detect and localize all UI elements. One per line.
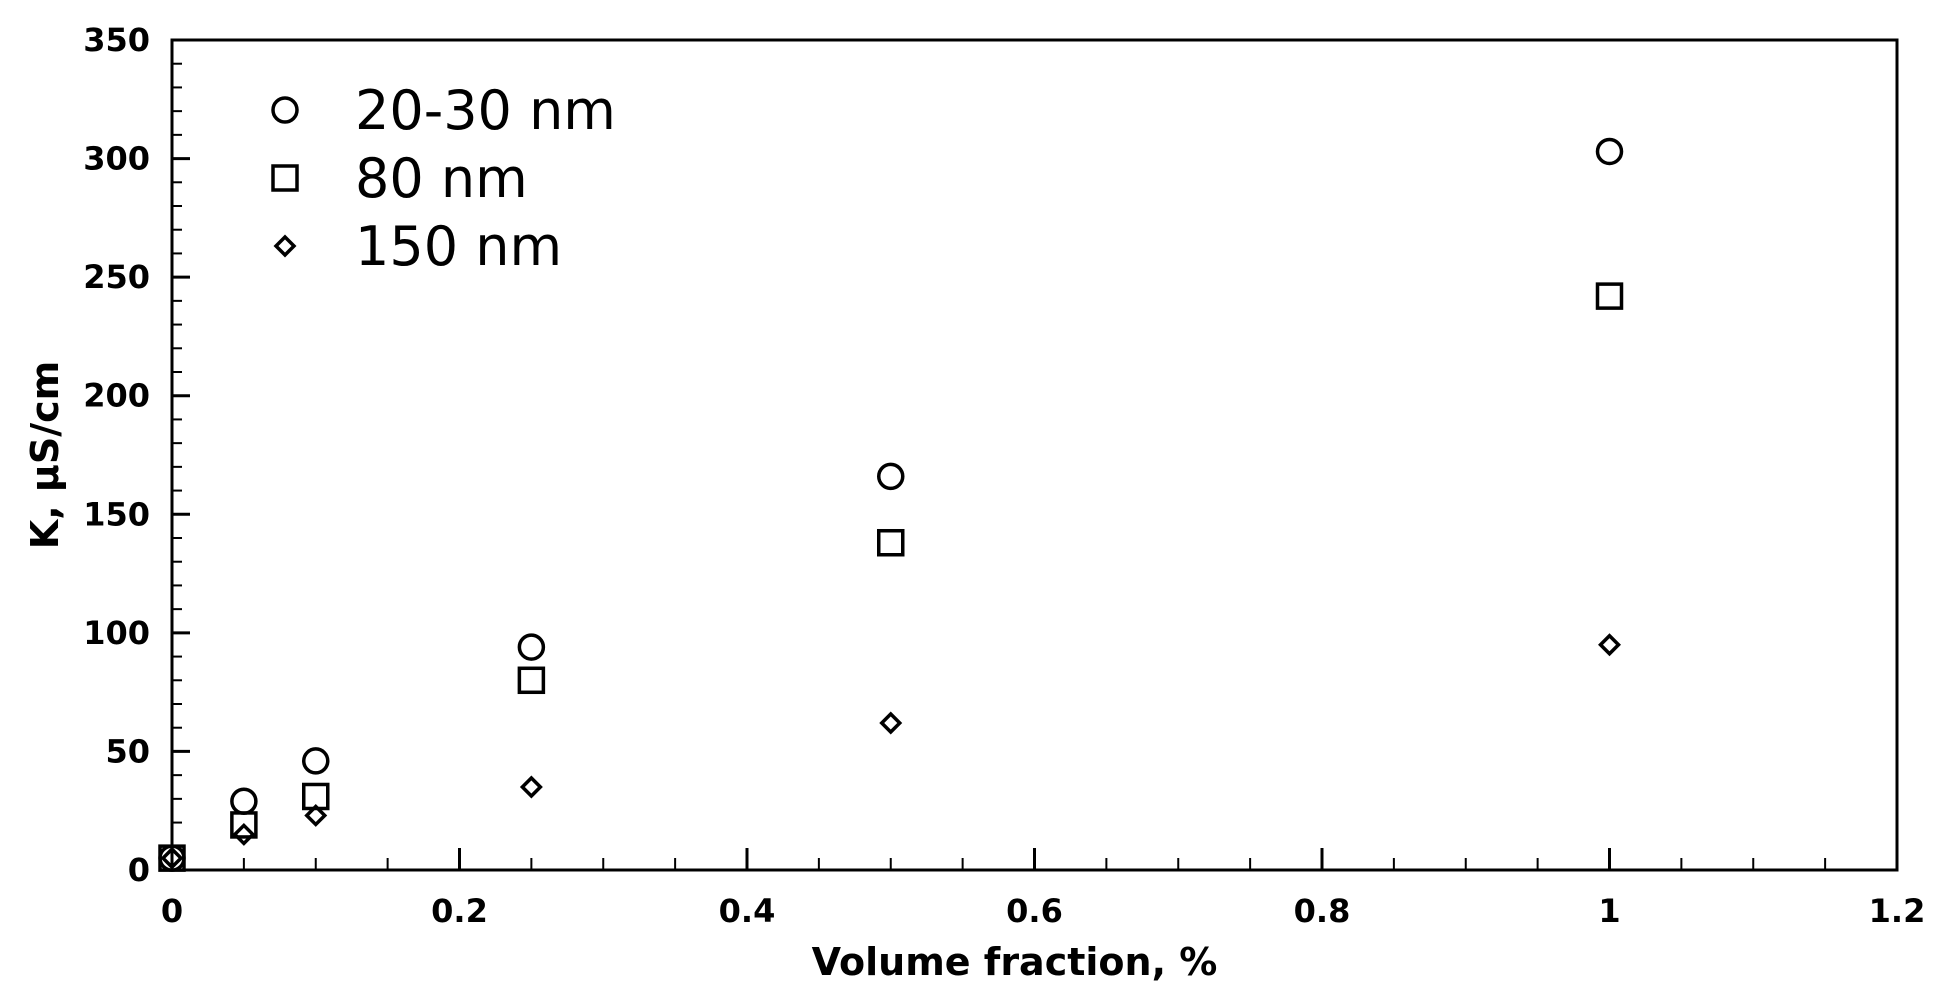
data-point-diamond	[232, 822, 256, 846]
legend-marker-diamond	[273, 234, 297, 258]
data-point-circle	[302, 747, 330, 775]
x-tick-label: 1.2	[1869, 892, 1926, 930]
y-tick-label: 350	[83, 21, 150, 59]
x-tick-label: 0.8	[1294, 892, 1351, 930]
data-point-diamond	[879, 711, 903, 735]
y-tick-label: 200	[83, 377, 150, 415]
data-point-diamond	[160, 846, 184, 870]
y-tick-label: 50	[105, 732, 150, 770]
legend-marker-square	[271, 164, 299, 192]
data-point-diamond	[1598, 633, 1621, 657]
y-tick-label: 100	[83, 614, 150, 652]
y-tick-label: 150	[83, 495, 150, 533]
y-tick-label: 250	[83, 258, 150, 296]
y-tick-label: 0	[128, 851, 150, 889]
data-point-diamond	[519, 775, 543, 799]
data-points	[158, 137, 1624, 872]
x-axis-label: Volume fraction, %	[812, 940, 1218, 984]
legend-marker-circle	[271, 96, 299, 124]
x-tick-label: 0	[161, 892, 183, 930]
data-point-square	[877, 528, 905, 557]
data-point-circle	[230, 787, 258, 815]
legend-label: 20-30 nm	[355, 79, 616, 142]
x-axis-ticks: 0 0.2 0.4 0.6 0.8 1 1.2	[161, 848, 1925, 930]
data-point-circle	[1595, 137, 1624, 166]
x-tick-label: 0.4	[719, 892, 776, 930]
data-point-square	[230, 811, 258, 839]
legend-label: 150 nm	[355, 215, 562, 278]
data-point-circle	[877, 462, 905, 491]
data-point-diamond	[304, 803, 328, 827]
data-point-square	[158, 844, 186, 872]
data-point-square	[517, 666, 546, 695]
x-tick-label: 0.2	[431, 892, 488, 930]
x-tick-label: 0.6	[1006, 892, 1063, 930]
x-tick-label: 1	[1598, 892, 1620, 930]
data-point-square	[1595, 282, 1624, 310]
legend-label: 80 nm	[355, 147, 528, 210]
data-point-circle	[517, 633, 546, 661]
y-axis-label: K, µS/cm	[23, 361, 67, 549]
plot-area-frame	[170, 38, 1899, 872]
y-axis-ticks: 0 50 100 150 200 250 300 350	[83, 21, 190, 889]
y-tick-label: 300	[83, 140, 150, 178]
